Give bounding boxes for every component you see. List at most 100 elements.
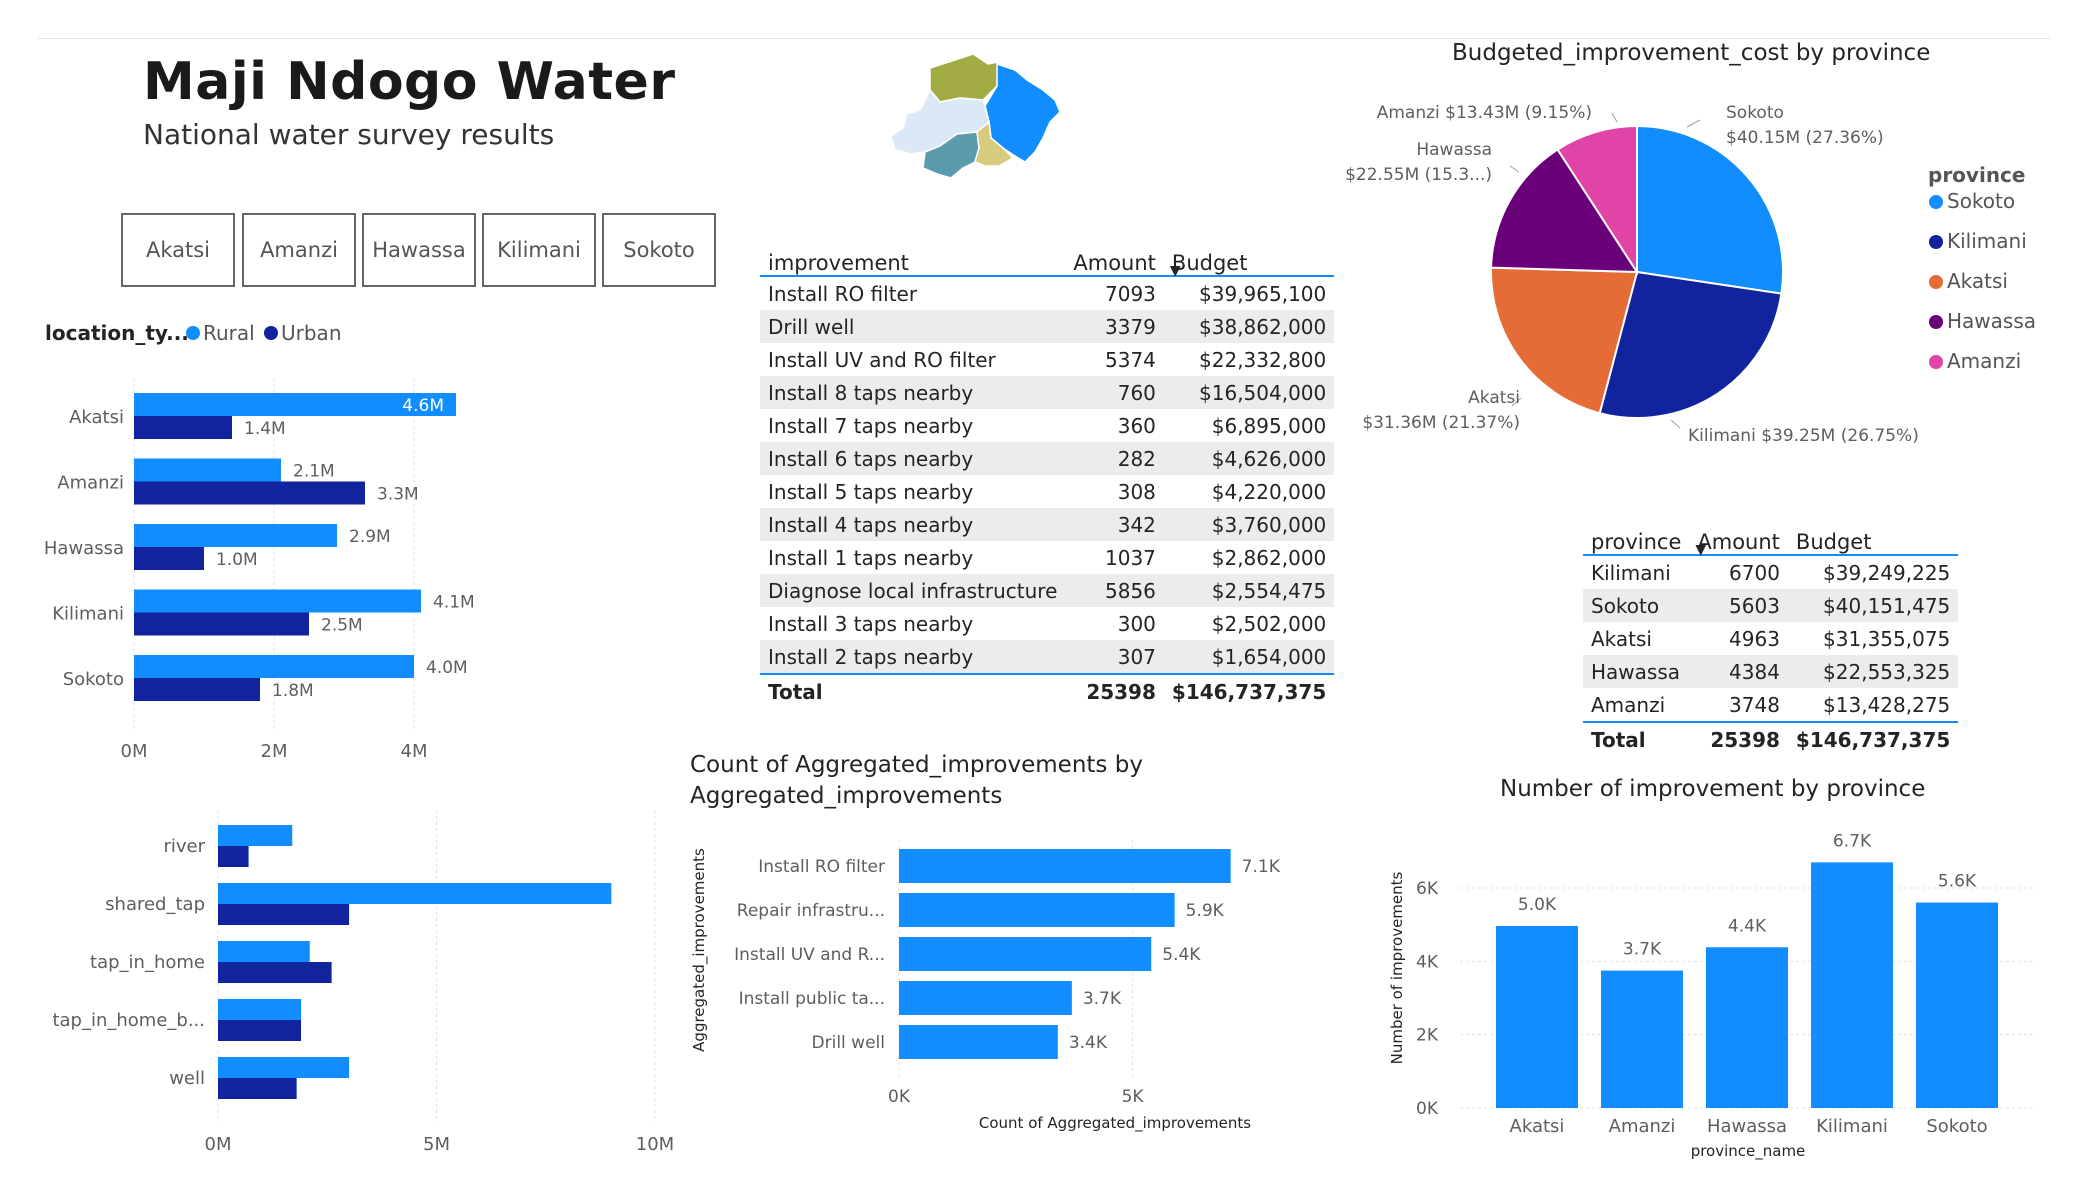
slicer-button-kilimani[interactable]: Kilimani	[482, 213, 596, 287]
pie-slice-kilimani[interactable]	[1598, 270, 1783, 419]
table-row[interactable]: Install 3 taps nearby 300 $2,502,000	[760, 607, 1334, 640]
column-header-province[interactable]: province	[1591, 530, 1682, 554]
province-cell-name: Hawassa	[1583, 655, 1690, 688]
improvement-cell-budget: $4,220,000	[1211, 479, 1327, 504]
legend-item-sokoto[interactable]: Sokoto	[1947, 189, 2015, 213]
data-label: 5.4K	[1162, 945, 1201, 965]
table-row[interactable]: Drill well 3379 $38,862,000	[760, 310, 1335, 343]
bar-series-2-shared-tap[interactable]	[218, 904, 350, 925]
location-type-chart[interactable]: location_ty... Rural Urban 4.6M 1.4M 2.1M 3…	[30, 310, 590, 780]
bar-series-1-tap-in-home-b[interactable]	[218, 999, 302, 1020]
aggregated-improvements-chart[interactable]: Aggregated_improvements Count of Aggrega…	[680, 820, 1340, 1140]
bar-series-2-river[interactable]	[218, 846, 249, 867]
data-label: 3.7K	[1083, 989, 1122, 1009]
province-map[interactable]	[885, 50, 1070, 190]
improvement-table: improvement Amount Budget ▼ Install RO f…	[760, 233, 1335, 708]
legend-item-akatsi[interactable]: Akatsi	[1947, 269, 2008, 293]
map-region-south[interactable]	[974, 120, 1015, 167]
bar-rural-amanzi[interactable]	[134, 458, 281, 482]
table-row[interactable]: Install 6 taps nearby 282 $4,626,000	[760, 442, 1335, 475]
slicer-button-amanzi[interactable]: Amanzi	[242, 213, 356, 287]
bar-repair-infrastru[interactable]	[899, 893, 1175, 927]
bar-rural-akatsi[interactable]	[134, 393, 456, 416]
bar-series-1-river[interactable]	[218, 825, 293, 846]
bar-rural-sokoto[interactable]	[134, 655, 414, 678]
bar-sokoto[interactable]	[1916, 902, 1998, 1108]
improvement-cell-name: Drill well	[760, 310, 1066, 343]
sort-descending-icon[interactable]: ▼	[1695, 542, 1707, 558]
bar-series-1-shared-tap[interactable]	[218, 883, 612, 904]
bar-urban-hawassa[interactable]	[134, 547, 204, 570]
improvement-cell-budget: $2,554,475	[1163, 574, 1335, 607]
slicer-button-hawassa[interactable]: Hawassa	[362, 213, 476, 287]
table-row[interactable]: Install 2 taps nearby 307 $1,654,000	[760, 640, 1335, 674]
x-tick-label: 0M	[121, 741, 148, 762]
pie-value-label-hawassa: $22.55M (15.3...)	[1345, 165, 1492, 185]
table-row[interactable]: Akatsi 4963 $31,355,075	[1583, 622, 1958, 655]
bar-drill-well[interactable]	[899, 1025, 1058, 1059]
province-table-visual: province Amount ▼ Budget Kilimani 6700 $39…	[1583, 512, 1959, 756]
bar-urban-amanzi[interactable]	[134, 481, 365, 505]
slicer-button-akatsi[interactable]: Akatsi	[121, 213, 235, 287]
bar-rural-kilimani[interactable]	[134, 589, 421, 613]
source-type-chart[interactable]: river shared_tap tap_in_home tap_in_home_b.…	[30, 805, 690, 1165]
slicer-button-sokoto[interactable]: Sokoto	[602, 213, 716, 287]
category-label-kilimani: Kilimani	[52, 604, 124, 625]
table-row[interactable]: Install 7 taps nearby 360 $6,895,000	[760, 409, 1334, 442]
column-header-amount[interactable]: Amount ▼	[1689, 512, 1788, 558]
bar-install-public-ta[interactable]	[899, 981, 1072, 1015]
legend-item-hawassa[interactable]: Hawassa	[1947, 309, 2036, 333]
bar-install-ro-filter[interactable]	[899, 849, 1231, 883]
table-row[interactable]: Diagnose local infrastructure 5856 $2,554,…	[760, 574, 1335, 607]
table-row[interactable]: Kilimani 6700 $39,249,225	[1583, 555, 1958, 589]
improvement-cell-budget: $1,654,000	[1163, 640, 1335, 674]
bar-urban-sokoto[interactable]	[134, 678, 260, 701]
improvement-cell-amount: 342	[1065, 508, 1164, 541]
map-region-north-west[interactable]	[929, 53, 999, 103]
category-label-drill-well: Drill well	[812, 1033, 885, 1053]
improvement-cell-budget: $38,862,000	[1163, 310, 1335, 343]
column-header-budget[interactable]: Budget	[1795, 530, 1872, 554]
province-improvements-chart[interactable]: Number of improvements province_name 5.0…	[1380, 820, 2060, 1170]
pie-label-akatsi: Akatsi	[1468, 388, 1520, 408]
bar-akatsi[interactable]	[1496, 926, 1578, 1108]
bar-urban-akatsi[interactable]	[134, 416, 232, 439]
table-row[interactable]: Install 8 taps nearby 760 $16,504,000	[760, 376, 1335, 409]
table-row[interactable]: Install 4 taps nearby 342 $3,760,000	[760, 508, 1335, 541]
bar-series-1-well[interactable]	[218, 1057, 350, 1078]
bar-series-1-tap-in-home[interactable]	[218, 941, 310, 962]
bar-amanzi[interactable]	[1601, 970, 1683, 1108]
pie-slice-akatsi[interactable]	[1490, 266, 1639, 415]
pie-slice-amanzi[interactable]	[1556, 124, 1638, 276]
table-row[interactable]: Install 1 taps nearby 1037 $2,862,000	[760, 541, 1334, 574]
table-row[interactable]: Install 5 taps nearby 308 $4,220,000	[760, 475, 1334, 508]
bar-urban-kilimani[interactable]	[134, 612, 309, 636]
table-row[interactable]: Install UV and RO filter 5374 $22,332,800	[760, 343, 1334, 376]
bar-hawassa[interactable]	[1706, 947, 1788, 1108]
column-header-budget[interactable]: Budget ▼	[1164, 233, 1334, 279]
bar-kilimani[interactable]	[1811, 862, 1893, 1108]
pie-slice-hawassa[interactable]	[1490, 148, 1639, 274]
table-row[interactable]: Install RO filter 7093 $39,965,100	[760, 276, 1334, 310]
budget-pie-chart[interactable]: Sokoto $40.15M (27.36%) Kilimani $39.25M (…	[1340, 80, 2060, 470]
table-row[interactable]: Sokoto 5603 $40,151,475	[1583, 589, 1959, 622]
pie-legend[interactable]: province Sokoto Kilimani Akatsi Hawassa Aman…	[1928, 163, 2036, 373]
sort-descending-icon[interactable]: ▼	[1169, 263, 1181, 279]
data-label: 3.3M	[377, 485, 419, 505]
table-row[interactable]: Amanzi 3748 $13,428,275	[1583, 688, 1958, 722]
bar-install-uv-and-r[interactable]	[899, 937, 1152, 971]
column-header-improvement[interactable]: improvement	[768, 251, 909, 275]
category-label-install-ro-filter: Install RO filter	[758, 857, 885, 877]
legend-item-kilimani[interactable]: Kilimani	[1947, 229, 2027, 253]
table-row[interactable]: Hawassa 4384 $22,553,325	[1583, 655, 1959, 688]
bar-series-2-well[interactable]	[218, 1078, 297, 1099]
column-header-amount[interactable]: Amount	[1073, 251, 1156, 275]
legend-item-amanzi[interactable]: Amanzi	[1947, 349, 2021, 373]
pie-slice-sokoto[interactable]	[1636, 124, 1784, 295]
bar-series-2-tap-in-home-b[interactable]	[218, 1020, 302, 1041]
legend-rural-label[interactable]: Rural	[203, 321, 255, 345]
bar-rural-hawassa[interactable]	[134, 524, 337, 547]
location-legend[interactable]: location_ty... Rural Urban	[45, 321, 342, 345]
bar-series-2-tap-in-home[interactable]	[218, 962, 332, 983]
legend-urban-label[interactable]: Urban	[281, 321, 342, 345]
